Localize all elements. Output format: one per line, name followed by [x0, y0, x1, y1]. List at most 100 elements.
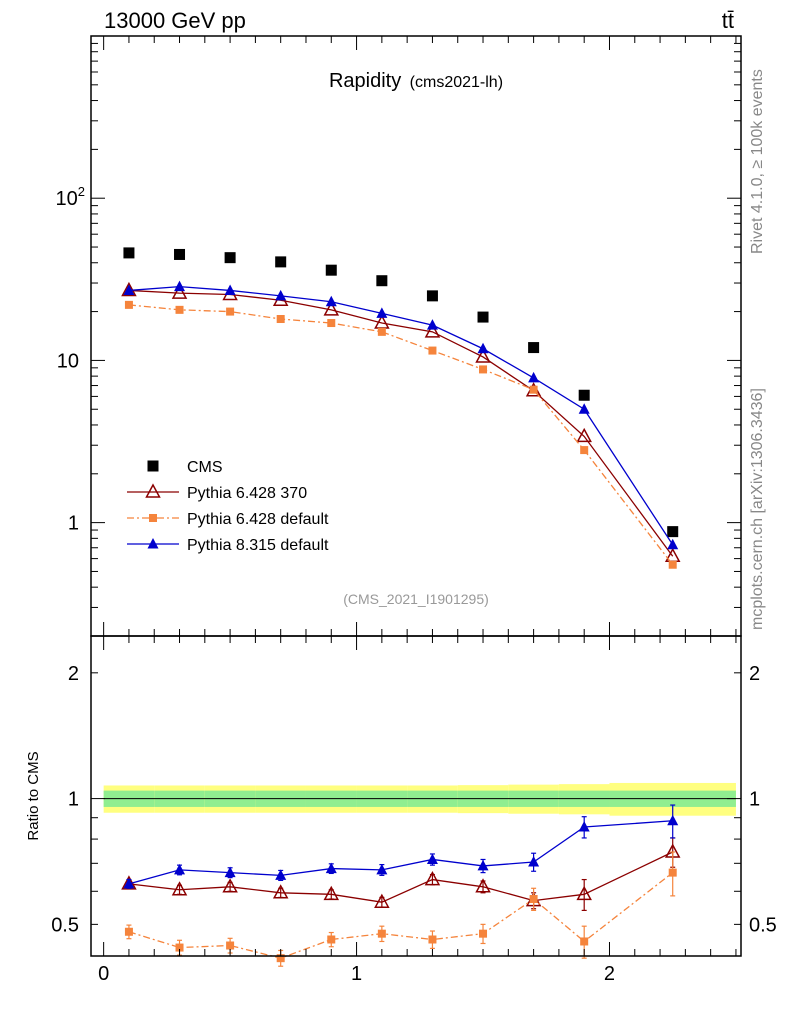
x-tick-label: 0 [98, 963, 109, 985]
data-point-p6_default [479, 365, 488, 374]
data-point-p8_default [123, 284, 135, 295]
data-point-p8_default [528, 371, 540, 383]
data-point-p8_default [667, 538, 679, 550]
data-point-p6_370 [323, 301, 340, 316]
data-point-p6_370 [121, 281, 137, 297]
data-point-p6_370 [475, 348, 491, 363]
legend-marker-p6_default [149, 514, 157, 522]
main-y-tick-label: 10 [57, 350, 79, 372]
legend-label-cms: CMS [187, 459, 223, 476]
ratio-point-p6_370 [475, 878, 491, 893]
ratio-point-p6_default [124, 927, 133, 936]
ratio-point-p6_370 [272, 884, 289, 899]
plot-title-sub: (cms2021-lh) [410, 74, 503, 91]
data-point-cms [426, 290, 438, 302]
ratio-point-p8_default [528, 856, 540, 867]
data-point-p6_default [580, 446, 589, 455]
data-point-p6_370 [576, 427, 592, 443]
ratio-point-p6_370 [171, 881, 188, 896]
ratio-point-p6_default [529, 895, 538, 904]
ratio-y-tick-label-left: 0.5 [51, 914, 79, 936]
data-point-p8_default [578, 403, 590, 414]
ratio-point-p6_default [327, 935, 336, 944]
data-point-p6_default [377, 327, 386, 336]
legend-label-p8_default: Pythia 8.315 default [187, 537, 329, 554]
data-point-p6_default [668, 560, 677, 569]
ratio-y-tick-label-right: 2 [749, 663, 760, 685]
data-point-cms [477, 311, 489, 323]
ratio-point-p8_default [477, 859, 489, 871]
main-y-tick-label: 102 [56, 184, 85, 210]
data-point-p6_370 [171, 284, 188, 299]
ratio-uncertainty-bands [103, 782, 736, 816]
legend-label-p6_370: Pythia 6.428 370 [187, 485, 307, 502]
data-point-cms [275, 256, 287, 268]
ratio-y-tick-label-left: 1 [68, 789, 79, 811]
plot-title: Rapidity (cms2021-lh) [329, 70, 503, 92]
data-point-p6_default [124, 300, 133, 309]
data-point-p8_default [376, 307, 388, 318]
main-series-layer [121, 247, 681, 569]
data-point-cms [123, 247, 135, 259]
data-point-p8_default [477, 342, 489, 354]
data-point-cms [667, 526, 679, 538]
ratio-y-tick-label-left: 2 [68, 663, 79, 685]
ratio-series-layer [121, 804, 681, 967]
plot-title-main: Rapidity [329, 70, 401, 92]
ratio-point-p6_default [668, 868, 677, 877]
data-point-cms [528, 342, 540, 354]
ratio-point-p6_370 [374, 893, 390, 908]
data-point-p8_default [426, 319, 438, 330]
legend-label-p6_default: Pythia 6.428 default [187, 511, 329, 528]
ratio-point-p8_default [426, 853, 438, 864]
ratio-line-p6_default [128, 872, 674, 959]
series-line-p6_370 [128, 289, 674, 557]
data-point-p6_default [327, 319, 336, 328]
data-point-p6_default [175, 305, 184, 314]
ratio-y-tick-label-right: 1 [749, 789, 760, 811]
ratio-point-p6_370 [576, 885, 592, 901]
series-line-p8_default [128, 285, 674, 546]
header-process-label: tt̄ [722, 8, 734, 33]
main-y-tick-base: 10 [56, 188, 78, 210]
ratio-point-p6_370 [222, 878, 238, 893]
legend-marker-p8_default [147, 538, 159, 549]
ratio-point-p6_default [479, 929, 488, 938]
data-point-p6_default [428, 346, 437, 355]
legend: CMS Pythia 6.428 370 Pythia 6.428 default P… [127, 459, 329, 554]
data-point-cms [224, 252, 236, 264]
ratio-point-p8_default [325, 862, 337, 874]
ratio-point-p8_default [376, 863, 388, 875]
data-point-p8_default [275, 289, 287, 301]
ratio-point-p8_default [224, 866, 236, 878]
data-point-p8_default [224, 284, 236, 295]
ratio-point-p6_default [377, 929, 386, 938]
ratio-point-p6_default [226, 941, 235, 950]
mcplots-citation-label: mcplots.cern.ch [arXiv:1306.3436] [749, 388, 766, 630]
legend-marker-p6_370 [145, 483, 161, 498]
ratio-point-p8_default [578, 821, 590, 832]
data-point-cms [376, 275, 388, 287]
data-point-p6_default [276, 315, 285, 324]
data-point-cms [174, 248, 186, 260]
data-point-p8_default [174, 280, 186, 292]
ratio-frame [90, 635, 742, 957]
ratio-point-p6_default [276, 954, 285, 963]
ratio-point-p8_default [667, 814, 679, 826]
ratio-line-p6_370 [128, 851, 673, 903]
rivet-version-label: Rivet 4.1.0, ≥ 100k events [749, 69, 766, 254]
data-point-p6_370 [424, 323, 441, 338]
ratio-point-p8_default [275, 869, 287, 880]
ratio-point-p6_default [580, 937, 589, 946]
header-beam-label: 13000 GeV pp [104, 8, 246, 33]
data-point-p8_default [325, 295, 337, 307]
data-point-cms [578, 389, 590, 401]
ratio-y-axis-label: Ratio to CMS [25, 751, 42, 840]
ratio-point-p6_default [175, 943, 184, 952]
legend-marker-cms [147, 460, 159, 472]
ratio-point-p6_default [428, 935, 437, 944]
data-point-p6_default [226, 307, 235, 316]
data-point-p6_default [529, 385, 538, 394]
ratio-point-p8_default [174, 863, 186, 875]
ratio-point-p6_370 [424, 870, 441, 886]
